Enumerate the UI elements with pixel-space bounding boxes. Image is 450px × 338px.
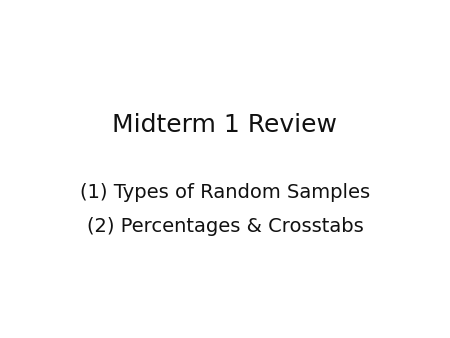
Text: (2) Percentages & Crosstabs: (2) Percentages & Crosstabs xyxy=(86,217,364,236)
Text: (1) Types of Random Samples: (1) Types of Random Samples xyxy=(80,183,370,202)
Text: Midterm 1 Review: Midterm 1 Review xyxy=(112,113,338,137)
